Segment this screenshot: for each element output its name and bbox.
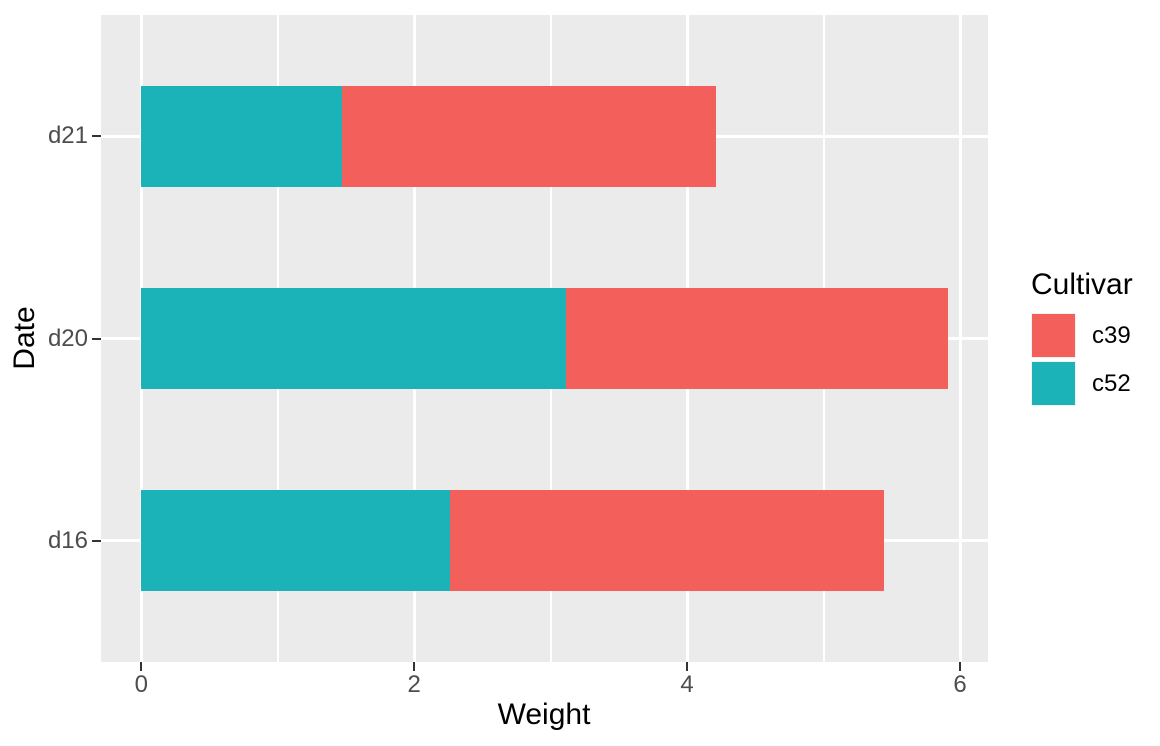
legend-title: Cultivar (1031, 268, 1133, 301)
x-tick-mark (140, 662, 143, 671)
legend-label: c39 (1092, 321, 1131, 349)
bar-segment-c52-d21 (141, 85, 342, 187)
legend-swatch-c52 (1032, 362, 1075, 405)
legend: Cultivar c39 c52 (1031, 270, 1133, 409)
y-tick-label: d21 (47, 122, 88, 150)
legend-entries: c39 c52 (1031, 313, 1133, 406)
legend-entry-c39: c39 (1031, 313, 1133, 358)
major-gridline-vertical (958, 15, 962, 662)
x-tick-label: 2 (407, 671, 421, 698)
y-tick-mark (92, 539, 101, 542)
x-tick-label: 6 (953, 671, 967, 698)
x-tick-mark (959, 662, 961, 671)
legend-swatch-c39 (1032, 314, 1075, 357)
legend-label: c52 (1092, 369, 1131, 397)
legend-entry-c52: c52 (1031, 361, 1133, 406)
x-tick-mark (686, 662, 689, 671)
x-tick-mark (413, 662, 416, 671)
bar-segment-c39-d20 (565, 288, 948, 389)
y-tick-mark (92, 337, 101, 340)
x-axis-title: Weight (497, 698, 591, 731)
legend-key (1031, 313, 1076, 358)
bar-segment-c52-d20 (141, 288, 566, 389)
bar-segment-c39-d16 (449, 490, 884, 592)
x-tick-label: 0 (134, 671, 148, 698)
plot-panel (101, 15, 988, 662)
bar-segment-c52-d16 (141, 490, 450, 592)
y-tick-label: d20 (47, 324, 88, 352)
x-tick-label: 4 (680, 671, 694, 698)
bar-segment-c39-d21 (341, 85, 716, 187)
y-tick-mark (92, 135, 101, 138)
legend-key (1031, 361, 1076, 406)
y-tick-label: d16 (47, 526, 88, 554)
